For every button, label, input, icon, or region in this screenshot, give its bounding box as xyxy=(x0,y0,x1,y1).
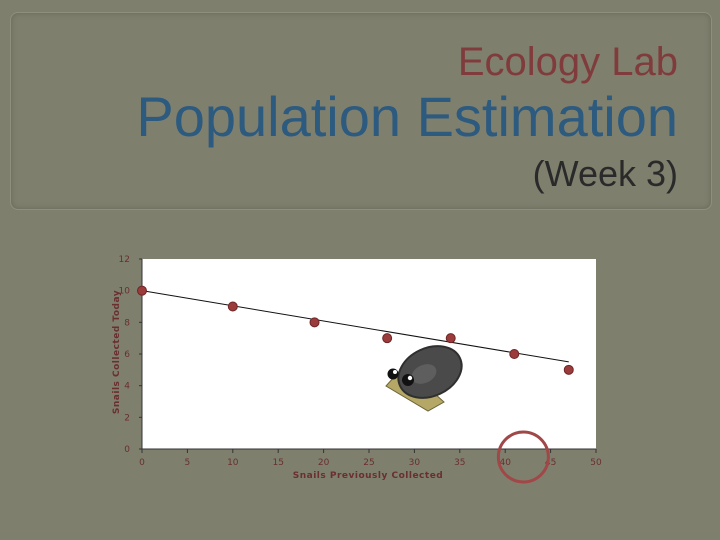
title-line-2: Population Estimation xyxy=(136,85,678,148)
y-tick-label: 10 xyxy=(119,287,131,297)
data-point xyxy=(309,317,320,328)
x-tick-label: 15 xyxy=(272,458,283,468)
data-point xyxy=(445,333,456,344)
x-tick-label: 20 xyxy=(318,458,330,468)
title-line-3: (Week 3) xyxy=(532,153,678,194)
x-axis-label: Snails Previously Collected xyxy=(293,471,444,481)
x-tick-label: 0 xyxy=(139,458,145,468)
x-tick-label: 40 xyxy=(499,458,511,468)
y-tick-label: 0 xyxy=(124,445,130,455)
data-point xyxy=(137,285,147,296)
title-panel xyxy=(10,12,712,210)
x-tick-label: 25 xyxy=(363,458,374,468)
trendline-group xyxy=(141,290,569,363)
y-tick-label: 6 xyxy=(124,350,130,360)
data-point xyxy=(227,301,238,312)
axes: 0 5 10 15 20 25 30 35 40 45 50 0 2 4 6 8 10 12 xyxy=(119,255,602,468)
x-tick-label: 50 xyxy=(590,458,602,468)
y-tick-label: 4 xyxy=(124,382,130,392)
x-tick-label: 45 xyxy=(545,458,556,468)
data-point xyxy=(509,349,520,359)
plot-area xyxy=(142,259,596,449)
data-point xyxy=(382,333,393,344)
y-tick-label: 8 xyxy=(124,318,130,328)
x-tick-label: 35 xyxy=(454,458,465,468)
data-points xyxy=(137,285,574,375)
data-point xyxy=(563,364,574,375)
x-tick-label: 5 xyxy=(185,458,191,468)
snail-icon xyxy=(385,345,463,412)
x-tick-label: 30 xyxy=(409,458,421,468)
trendline xyxy=(141,290,569,363)
y-tick-label: 2 xyxy=(124,413,130,423)
y-axis-label: Snails Collected Today xyxy=(112,290,122,414)
x-tick-label: 10 xyxy=(227,458,239,468)
y-tick-label: 12 xyxy=(119,255,130,265)
title-line-1: Ecology Lab xyxy=(457,40,678,84)
highlight-circle xyxy=(496,430,550,484)
